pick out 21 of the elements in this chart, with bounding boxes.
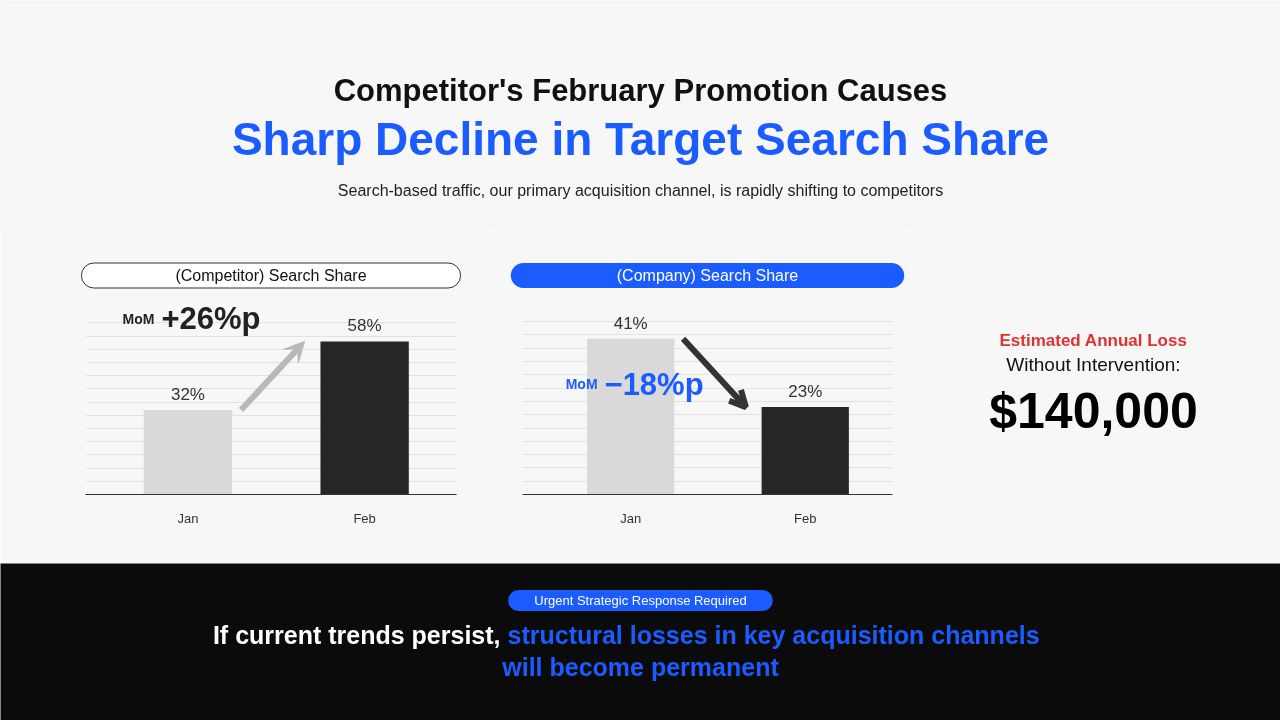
data-label: 32%: [170, 385, 205, 405]
data-label: 41%: [613, 313, 648, 333]
data-label: 58%: [347, 316, 382, 336]
annotation: MoM −18%p: [565, 366, 704, 402]
text: Competitor's February Promotion Causes: [333, 73, 948, 108]
data-label: 23%: [788, 382, 823, 402]
text: Urgent Strategic Response Required: [534, 593, 747, 608]
text: If current trends persist,: [212, 620, 501, 649]
x-tick-label: Feb: [794, 510, 817, 526]
chart-title: (Company) Search Share: [616, 267, 799, 284]
text: Sharp Decline in Target Search Share: [231, 112, 1050, 165]
text: structural losses in key acquisition channels will become permanent: [501, 620, 1040, 681]
text: Without Intervention:: [1006, 354, 1181, 375]
chart-title: (Competitor) Search Share: [175, 267, 367, 284]
text: $140,000: [989, 382, 1198, 439]
x-tick-label: Jan: [177, 510, 199, 526]
annotation: MoM +26%p: [122, 301, 261, 337]
text: Estimated Annual Loss: [999, 331, 1187, 350]
x-tick-label: Feb: [353, 510, 376, 526]
x-tick-label: Jan: [620, 510, 642, 526]
text: Search-based traffic, our primary acquisition channel, is rapidly shifting to competitors: [337, 182, 944, 199]
